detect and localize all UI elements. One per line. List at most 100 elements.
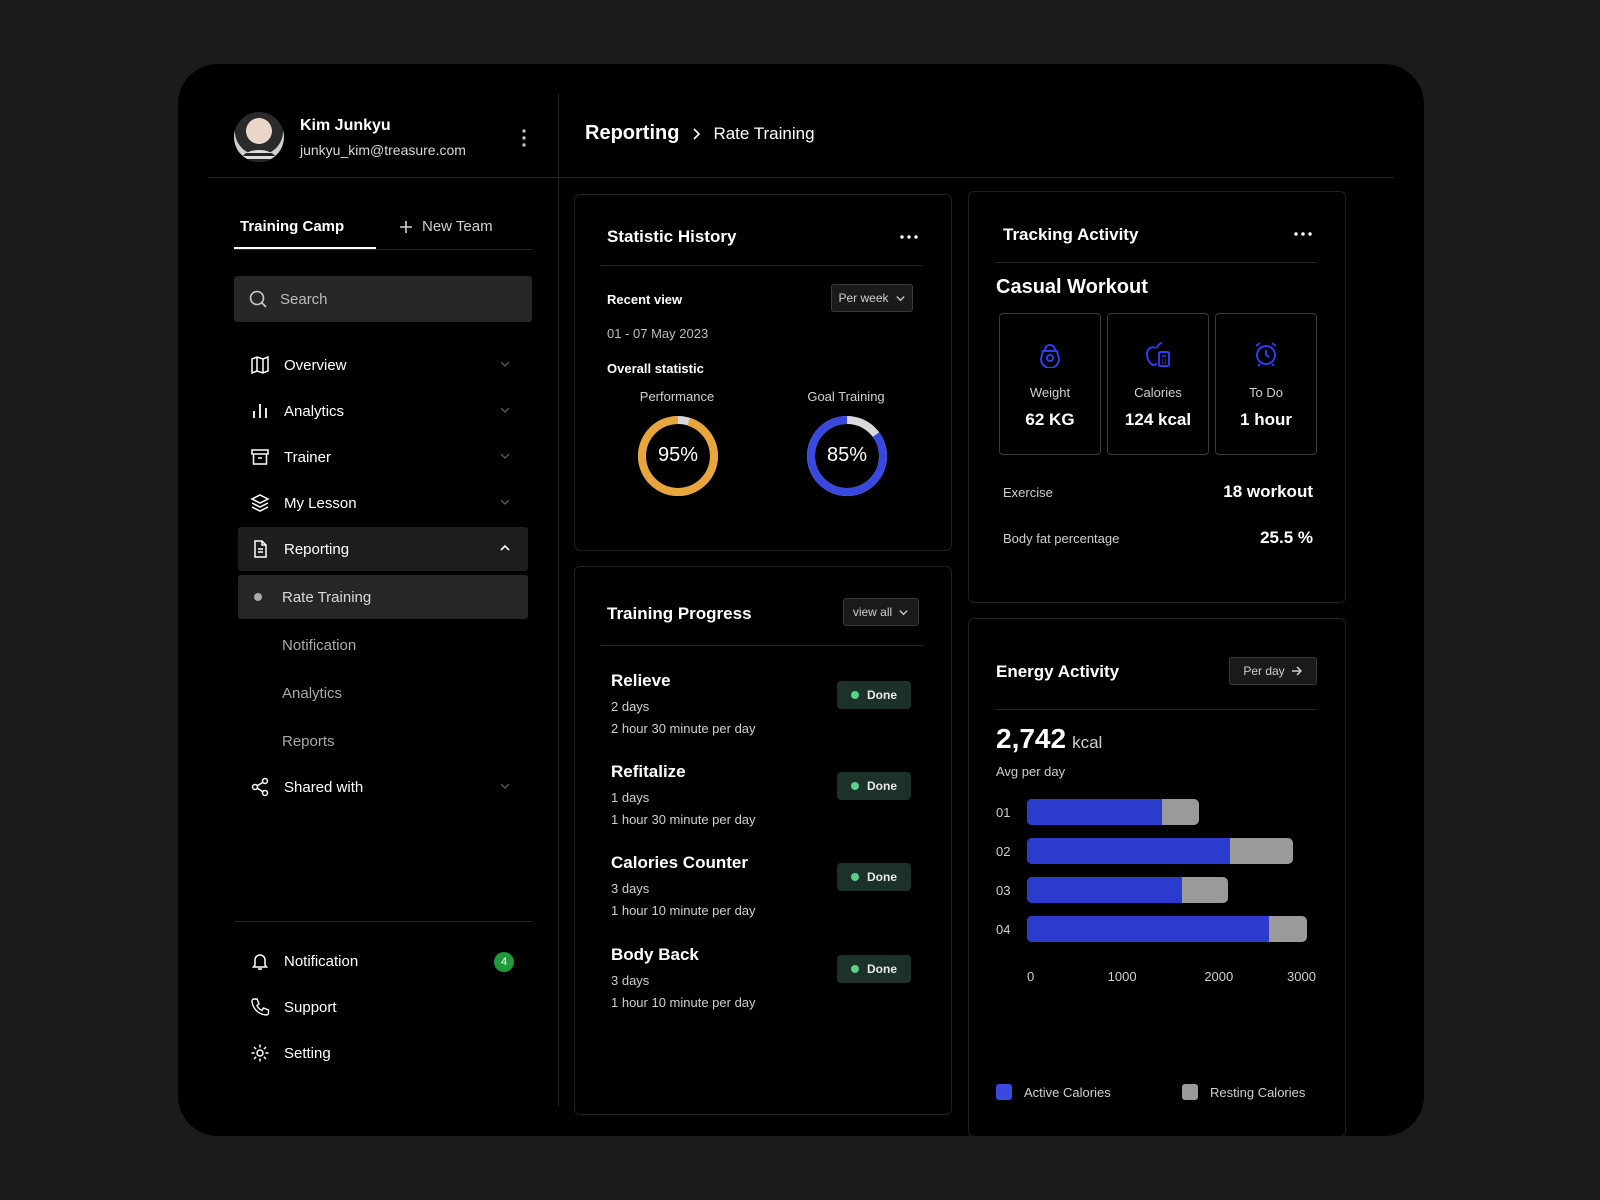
list-item[interactable]: Body Back 3 days 1 hour 10 minute per da… [611,945,911,1025]
chevron-right-icon [693,127,701,140]
statistic-history-title: Statistic History [607,227,737,246]
sidebar-subitem-notification[interactable]: Notification [238,623,528,667]
sidebar-item-support[interactable]: Support [238,985,528,1029]
x-tick-label: 1000 [1107,969,1137,984]
goal-donut-arc [807,416,887,496]
bar-category-label: 01 [996,805,1011,820]
stat-label: To Do [1249,385,1283,400]
notification-count-badge: 4 [494,952,514,972]
sidebar-item-label: My Lesson [284,494,357,512]
per-day-button[interactable]: Per day [1229,657,1317,685]
new-team-label: New Team [422,218,493,235]
bar-active-calories [1027,799,1163,825]
plus-icon [400,220,412,233]
list-item[interactable]: Refitalize 1 days 1 hour 30 minute per d… [611,762,911,842]
sidebar-item-my-lesson[interactable]: My Lesson [238,481,528,525]
bar-chart-icon [253,404,267,418]
sidebar-subitem-rate-training[interactable]: Rate Training [238,575,528,619]
sidebar-item-shared-with[interactable]: Shared with [238,765,528,809]
bar-active-calories [1027,877,1182,903]
profile-email: junkyu_kim@treasure.com [300,142,466,158]
breadcrumb-parent[interactable]: Reporting [585,122,680,144]
view-all-label: view all [852,605,893,619]
training-days: 1 days [611,790,650,805]
profile-divider [208,177,558,178]
avatar[interactable] [234,112,284,162]
status-badge: Done [837,863,911,891]
sidebar-item-overview[interactable]: Overview [238,343,528,387]
training-progress-title: Training Progress [607,604,752,623]
energy-total-unit: kcal [1072,733,1103,752]
chevron-down-icon [500,499,510,505]
sidebar-item-label: Overview [284,356,347,374]
stat-calories: Calories 124 kcal [1107,313,1209,455]
sidebar-item-setting[interactable]: Setting [238,1031,528,1075]
sidebar-item-label: Reporting [284,540,350,558]
archive-icon [251,449,269,465]
goal-training-donut [807,416,887,496]
sidebar-subitem-label: Rate Training [282,588,372,606]
x-tick-label: 2000 [1204,969,1234,984]
sidebar-item-label: Setting [284,1044,331,1062]
sidebar-divider [558,94,559,1106]
training-title: Body Back [611,945,699,964]
legend-label: Resting Calories [1210,1084,1306,1100]
chevron-down-icon [899,609,908,615]
status-label: Done [867,870,897,884]
status-badge: Done [837,955,911,983]
new-team-button[interactable]: New Team [398,218,493,235]
bar-active-calories [1027,916,1269,942]
more-options-icon[interactable] [1291,222,1315,246]
overall-statistic-label: Overall statistic [607,361,704,376]
list-item[interactable]: Calories Counter 3 days 1 hour 10 minute… [611,853,911,933]
energy-total-value: 2,742 [996,723,1067,754]
performance-value: 95% [657,444,699,466]
training-progress-card: Training Progress view all Relieve 2 day… [574,566,952,1115]
energy-total: 2,742 kcal [996,723,1102,755]
legend-swatch-resting [1182,1084,1198,1100]
energy-bar-chart: 01 02 03 04 0 1000 2000 3000 [969,795,1347,1025]
body-fat-value: 25.5 % [1260,528,1313,547]
period-select-value: Per week [838,291,889,305]
goal-training-label: Goal Training [807,389,885,404]
chevron-down-icon [500,783,510,789]
card-divider [995,709,1317,710]
sidebar-item-reporting[interactable]: Reporting [238,527,528,571]
period-select[interactable]: Per week [831,284,913,312]
status-label: Done [867,962,897,976]
active-tab-indicator [234,247,376,249]
status-dot [851,691,859,699]
kettlebell-icon [1039,344,1061,369]
view-all-select[interactable]: view all [843,598,919,626]
search-bar [234,276,532,322]
training-title: Calories Counter [611,853,748,872]
tab-training-camp[interactable]: Training Camp [240,218,345,235]
sidebar-item-trainer[interactable]: Trainer [238,435,528,479]
search-input[interactable] [280,290,500,308]
recent-view-label: Recent view [607,292,683,307]
header-divider [558,177,1394,178]
stat-value: 62 KG [1025,410,1075,429]
more-options-icon[interactable] [897,225,921,249]
training-detail: 1 hour 10 minute per day [611,903,756,918]
performance-label: Performance [639,389,715,404]
app-window: Kim Junkyu junkyu_kim@treasure.com Train… [178,64,1424,1137]
sidebar-item-notification[interactable]: Notification 4 [238,939,528,983]
breadcrumb: Reporting Rate Training [585,122,815,145]
card-divider [601,645,923,646]
sidebar-subitem-reports[interactable]: Reports [238,719,528,763]
document-icon [254,540,267,558]
workout-title: Casual Workout [996,276,1148,298]
training-detail: 2 hour 30 minute per day [611,721,756,736]
sidebar-item-analytics[interactable]: Analytics [238,389,528,433]
phone-icon [251,998,270,1016]
tracking-activity-card: Tracking Activity Casual Workout Weight … [968,191,1346,603]
avg-per-day-label: Avg per day [996,764,1066,779]
sidebar-subitem-analytics[interactable]: Analytics [238,671,528,715]
list-item[interactable]: Relieve 2 days 2 hour 30 minute per day … [611,671,911,751]
gear-icon [251,1044,269,1062]
kebab-menu-icon[interactable] [512,126,536,150]
breadcrumb-current: Rate Training [713,123,815,143]
stat-weight: Weight 62 KG [999,313,1101,455]
bar-active-calories [1027,838,1230,864]
